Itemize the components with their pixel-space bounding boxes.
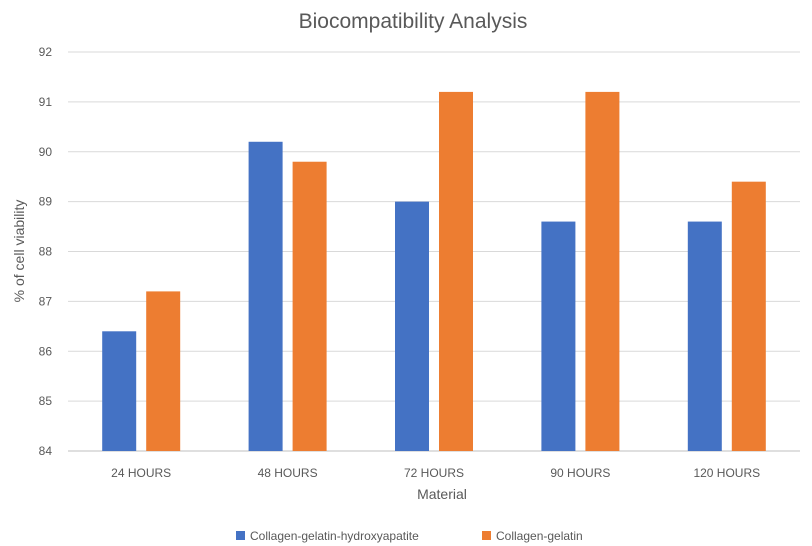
y-tick-label: 88 (39, 245, 53, 259)
bar-collagen-gelatin-24-hours (146, 291, 181, 451)
gridlines (68, 51, 800, 452)
bar-collagen-gelatin-90-hours (585, 91, 620, 452)
chart-title: Biocompatibility Analysis (299, 10, 528, 33)
x-axis-title: Material (417, 486, 467, 502)
y-tick-label: 90 (39, 145, 53, 159)
x-tick-label: 72 HOURS (404, 466, 464, 480)
y-tick-label: 87 (39, 294, 53, 308)
y-axis-title: % of cell viability (11, 200, 27, 303)
y-tick-label: 92 (39, 45, 53, 59)
bar-collagen-gelatin-72-hours (439, 91, 473, 452)
x-tick-label: 90 HOURS (550, 466, 610, 480)
legend-label: Collagen-gelatin-hydroxyapatite (250, 529, 419, 543)
bar-collagen-gelatin-hydroxyapatite-90-hours (541, 221, 576, 451)
y-tick-label: 86 (39, 344, 53, 358)
y-tick-label: 89 (39, 195, 53, 209)
y-tick-label: 84 (39, 444, 53, 458)
legend-swatch (236, 531, 245, 540)
legend: Collagen-gelatin-hydroxyapatite Collagen-… (236, 529, 583, 543)
bar-collagen-gelatin-hydroxyapatite-72-hours (395, 201, 429, 451)
bar-collagen-gelatin-hydroxyapatite-120-hours (687, 221, 722, 451)
x-tick-label: 24 HOURS (111, 466, 171, 480)
bar-collagen-gelatin-120-hours (731, 181, 766, 452)
legend-label: Collagen-gelatin (496, 529, 583, 543)
bar-collagen-gelatin-hydroxyapatite-24-hours (102, 331, 137, 451)
bars (102, 91, 766, 452)
legend-swatch (482, 531, 491, 540)
x-tick-label: 120 HOURS (693, 466, 760, 480)
y-tick-label: 85 (39, 394, 53, 408)
x-tick-label: 48 HOURS (258, 466, 318, 480)
y-tick-label: 91 (39, 95, 53, 109)
y-axis-ticks: 84 85 86 87 88 89 90 91 92 (39, 45, 53, 458)
x-axis-ticks: 24 HOURS 48 HOURS 72 HOURS 90 HOURS 120 HOUR… (111, 466, 760, 480)
bar-collagen-gelatin-48-hours (292, 161, 327, 451)
bar-collagen-gelatin-hydroxyapatite-48-hours (248, 141, 283, 451)
